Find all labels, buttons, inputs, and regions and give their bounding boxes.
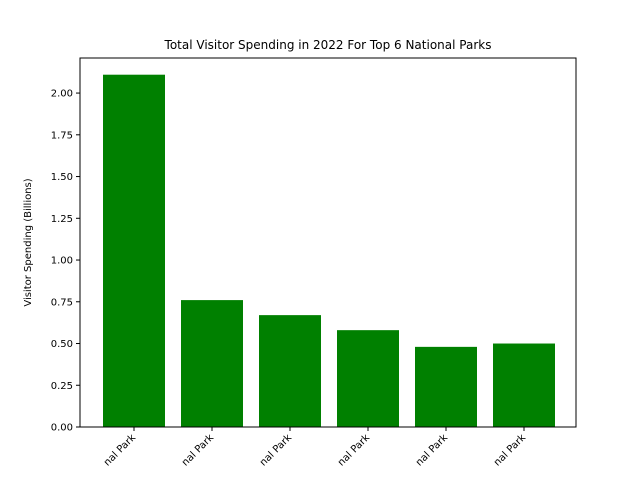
bar-4 (415, 346, 477, 427)
x-tick-label-1: nal Park (180, 432, 216, 468)
x-tick-label-5: nal Park (492, 432, 528, 468)
y-tick-label-4: 1.00 (51, 256, 73, 267)
y-tick-label-7: 1.75 (51, 130, 73, 141)
x-tick-label-4: nal Park (414, 432, 450, 468)
x-tick-label-2: nal Park (258, 432, 294, 468)
bar-1 (181, 300, 243, 427)
y-tick-label-8: 2.00 (51, 89, 73, 100)
axes-frame (79, 57, 577, 428)
bar-3 (337, 330, 399, 427)
bar-2 (259, 315, 321, 427)
bar-0 (103, 74, 165, 427)
y-axis-label: Visitor Spending (Billions) (23, 178, 34, 306)
bar-5 (493, 343, 555, 427)
y-tick-label-2: 0.50 (51, 339, 73, 350)
x-tick-label-3: nal Park (336, 432, 372, 468)
y-tick-label-0: 0.00 (51, 423, 73, 434)
plot-area (103, 74, 555, 427)
y-tick-label-1: 0.25 (51, 381, 73, 392)
chart-title: Total Visitor Spending in 2022 For Top 6… (164, 38, 492, 52)
y-tick-label-6: 1.50 (51, 172, 73, 183)
y-tick-label-3: 0.75 (51, 297, 73, 308)
x-tick-label-0: nal Park (102, 432, 138, 468)
y-tick-label-5: 1.25 (51, 214, 73, 225)
